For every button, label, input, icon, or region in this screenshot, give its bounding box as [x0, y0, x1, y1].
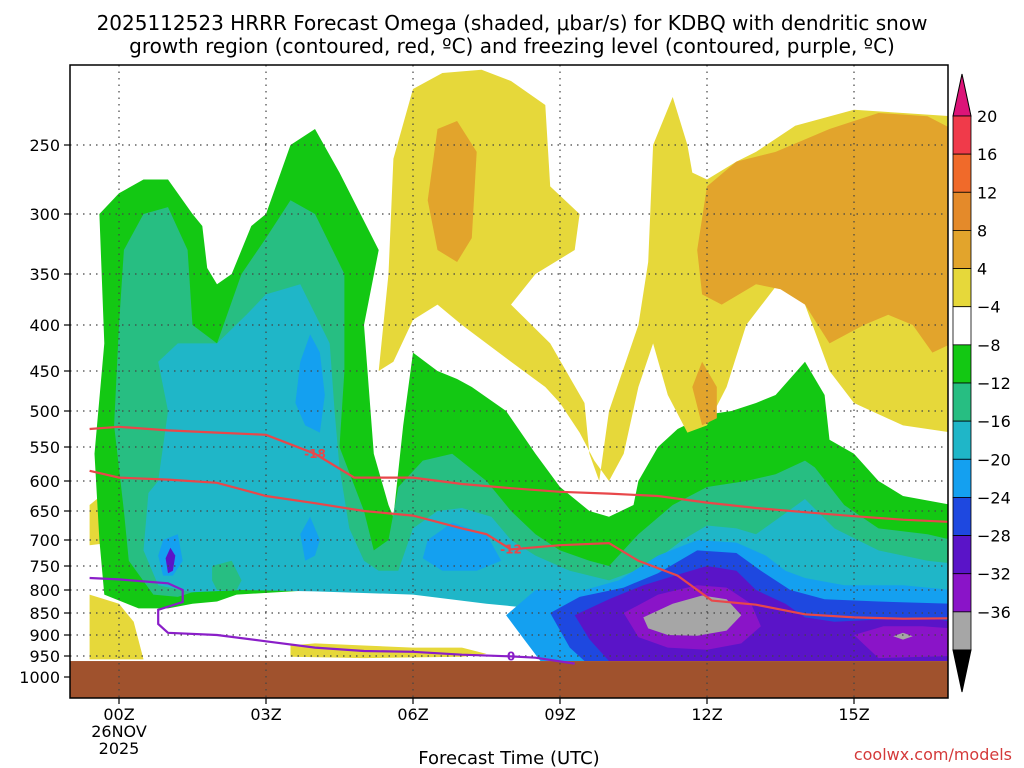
- omega-region-orange-upper-mid: [427, 121, 477, 262]
- x-tick-label-06Z: 06Z: [397, 705, 428, 724]
- y-tick-label-500: 500: [29, 402, 60, 421]
- y-tick-label-450: 450: [29, 362, 60, 381]
- y-tick-label-350: 350: [29, 265, 60, 284]
- colorbar-label-4: 4: [977, 260, 987, 279]
- y-tick-label-750: 750: [29, 557, 60, 576]
- colorbar-swatch-1: [952, 153, 972, 193]
- ground-layer: [70, 661, 948, 698]
- colorbar-label-0: 20: [977, 107, 997, 126]
- colorbar-swatch-7: [952, 382, 972, 422]
- omega-region-orange-upper-right: [697, 113, 948, 353]
- colorbar-swatch-11: [952, 535, 972, 575]
- colorbar-label-11: −28: [977, 527, 1011, 546]
- colorbar-label-10: −24: [977, 488, 1011, 507]
- y-tick-label-800: 800: [29, 581, 60, 600]
- chart-title-line1: 2025112523 HRRR Forecast Omega (shaded, …: [97, 11, 928, 35]
- omega-region-purple-left-small: [165, 547, 176, 574]
- y-tick-label-400: 400: [29, 316, 60, 335]
- y-tick-label-650: 650: [29, 502, 60, 521]
- colorbar-label-5: −4: [977, 298, 1001, 317]
- contour-layer: [89, 425, 948, 665]
- colorbar-label-1: 16: [977, 145, 997, 164]
- colorbar-swatch-5: [952, 306, 972, 346]
- omega-region-yellow-left-lower: [89, 594, 144, 660]
- colorbar-label-8: −16: [977, 412, 1011, 431]
- y-axis-ticks: 250 300 350 400 450 500 550 600 650 700 750 800 850 9…: [19, 136, 70, 687]
- x-tick-label-00Z: 00Z: [103, 705, 134, 724]
- colorbar-swatch-0: [952, 115, 972, 155]
- colorbar-swatch-6: [952, 344, 972, 384]
- y-tick-label-1000: 1000: [19, 668, 60, 687]
- omega-region-white-band: [89, 493, 560, 661]
- x-axis-label: Forecast Time (UTC): [418, 748, 599, 768]
- colorbar-label-9: −20: [977, 450, 1011, 469]
- y-tick-label-250: 250: [29, 136, 60, 155]
- colorbar-label-3: 8: [977, 221, 987, 240]
- colorbar-label-7: −12: [977, 374, 1011, 393]
- chart-title-line2: growth region (contoured, red, ºC) and f…: [129, 34, 895, 58]
- omega-region-cyan-main: [143, 284, 948, 611]
- colorbar-bottom-arrow: [952, 649, 972, 693]
- colorbar-label-2: 12: [977, 183, 997, 202]
- omega-region-violet-right: [854, 626, 948, 659]
- colorbar: 20 16 12 8 4 −4 −8 −12 −16 −20 −24 −28 −32 −36: [952, 73, 1011, 693]
- y-tick-label-850: 850: [29, 604, 60, 623]
- y-tick-label-900: 900: [29, 626, 60, 645]
- x-tick-year: 2025: [99, 739, 140, 758]
- omega-region-orange-small-right: [692, 361, 717, 426]
- dgz-contour-minus18: [89, 425, 948, 523]
- colorbar-swatch-8: [952, 420, 972, 460]
- y-tick-label-300: 300: [29, 205, 60, 224]
- x-tick-label-09Z: 09Z: [544, 705, 575, 724]
- x-tick-label-15Z: 15Z: [838, 705, 869, 724]
- x-tick-label-03Z: 03Z: [250, 705, 281, 724]
- colorbar-top-arrow: [952, 73, 972, 117]
- omega-region-blue-left-lower: [300, 516, 320, 561]
- colorbar-swatch-3: [952, 230, 972, 269]
- colorbar-swatch-4: [952, 268, 972, 308]
- contour-label-layer: -18 -12 0: [304, 447, 522, 664]
- omega-region-cyan-island: [212, 560, 242, 590]
- x-tick-date: 26NOV: [91, 722, 147, 741]
- omega-region-gray-core: [643, 595, 742, 636]
- freezing-level-contour: [89, 576, 575, 665]
- omega-region-gray-right: [893, 632, 913, 640]
- colorbar-label-13: −36: [977, 603, 1011, 622]
- omega-shading-layer: [89, 69, 948, 661]
- dotted-grid: [70, 65, 948, 698]
- dgz-contour-minus18-label: -18: [304, 447, 326, 461]
- colorbar-swatch-10: [952, 497, 972, 536]
- colorbar-swatch-12: [952, 573, 972, 613]
- colorbar-swatch-9: [952, 458, 972, 498]
- dgz-contour-minus12: [89, 469, 948, 620]
- omega-region-blue-mid: [422, 522, 502, 571]
- colorbar-label-12: −32: [977, 565, 1011, 584]
- freezing-level-contour-label: 0: [507, 649, 515, 663]
- y-tick-label-600: 600: [29, 472, 60, 491]
- y-tick-label-700: 700: [29, 531, 60, 550]
- ground-surface: [70, 661, 948, 698]
- omega-region-blue-left-upper: [295, 334, 325, 433]
- y-tick-label-950: 950: [29, 647, 60, 666]
- dgz-contour-minus12-label: -12: [500, 542, 522, 556]
- colorbar-label-6: −8: [977, 336, 1001, 355]
- colorbar-swatch-2: [952, 191, 972, 231]
- colorbar-swatch-13: [952, 611, 972, 651]
- plot-frame: [69, 64, 949, 699]
- credit-text: coolwx.com/models: [854, 745, 1012, 764]
- y-tick-label-550: 550: [29, 438, 60, 457]
- x-tick-label-12Z: 12Z: [691, 705, 722, 724]
